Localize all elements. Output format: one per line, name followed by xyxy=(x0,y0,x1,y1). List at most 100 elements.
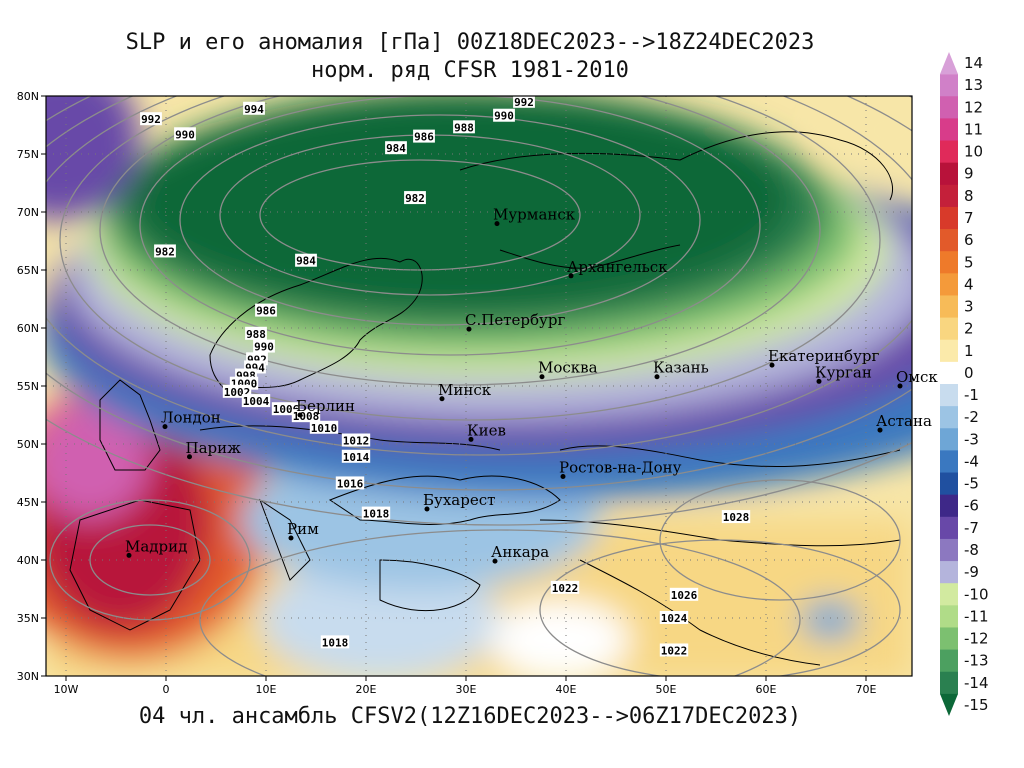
lat-tick-label: 45N xyxy=(17,496,39,509)
colorbar-label: -14 xyxy=(964,674,989,692)
isobar-label: 984 xyxy=(385,141,407,155)
colorbar-label: -10 xyxy=(964,585,989,603)
isobar-labels: 9929909889869849949929909829829849869889… xyxy=(140,96,751,657)
colorbar-label: 2 xyxy=(964,320,974,338)
colorbar-swatch xyxy=(940,649,958,673)
svg-text:1018: 1018 xyxy=(322,636,349,649)
city-markers: Мурманск Архангельск С.Петербург Москва Каза… xyxy=(125,206,938,564)
isobar-label: 992 xyxy=(513,96,535,109)
svg-text:1024: 1024 xyxy=(661,612,688,625)
svg-text:988: 988 xyxy=(246,328,266,341)
city-label: Екатеринбург xyxy=(768,347,879,365)
svg-text:1016: 1016 xyxy=(337,477,364,490)
city-marker: Мадрид xyxy=(125,537,187,558)
colorbar-label: 12 xyxy=(964,98,983,116)
lon-tick-label: 10W xyxy=(54,683,79,696)
lat-tick-label: 75N xyxy=(17,148,39,161)
city-label: Курган xyxy=(815,363,872,381)
svg-text:1028: 1028 xyxy=(723,511,750,524)
colorbar-swatch xyxy=(940,406,958,429)
isobar-label: 992 xyxy=(140,112,162,126)
lat-tick-label: 50N xyxy=(17,438,39,451)
isobar-label: 988 xyxy=(453,120,475,134)
city-label: Москва xyxy=(538,359,598,377)
city-marker: Омск xyxy=(896,368,938,389)
isobar-label: 1028 xyxy=(721,510,751,524)
longitude-axis: 10W 0 10E 20E 30E 40E 50E 60E 70E xyxy=(54,676,877,696)
city-marker: Лондон xyxy=(161,409,221,430)
lat-tick-label: 65N xyxy=(17,264,39,277)
city-label: Мурманск xyxy=(493,206,576,224)
colorbar-swatch xyxy=(940,74,958,97)
isobar-label: 986 xyxy=(413,129,435,144)
colorbar-swatch xyxy=(940,472,958,496)
colorbar-swatch xyxy=(940,361,958,385)
isobar-label: 990 xyxy=(493,108,515,123)
colorbar-swatch xyxy=(940,295,958,319)
city-label: Киев xyxy=(467,421,506,439)
colorbar-label: 11 xyxy=(964,120,983,138)
lat-tick-label: 35N xyxy=(17,612,39,625)
svg-text:990: 990 xyxy=(254,341,274,354)
colorbar-swatch xyxy=(940,162,958,186)
isobar-label: 1014 xyxy=(341,449,371,464)
svg-text:990: 990 xyxy=(494,110,514,123)
colorbar-label: 9 xyxy=(964,165,974,183)
isobar-label: 1024 xyxy=(659,611,689,625)
city-label: Астана xyxy=(876,412,932,430)
city-marker: Казань xyxy=(653,359,709,380)
lon-tick-label: 70E xyxy=(856,683,877,696)
chart-title: SLP и его аномалия [гПа] 00Z18DEC2023-->… xyxy=(125,30,815,55)
svg-text:988: 988 xyxy=(454,121,474,134)
colorbar-label: -3 xyxy=(964,430,979,448)
isobar-label: 1004 xyxy=(241,394,271,408)
city-marker: Мурманск xyxy=(493,206,576,227)
lat-tick-label: 80N xyxy=(17,90,39,103)
svg-text:1018: 1018 xyxy=(363,508,390,521)
lon-tick-label: 60E xyxy=(756,683,777,696)
svg-text:994: 994 xyxy=(244,103,264,116)
city-marker: Ростов-на-Дону xyxy=(559,458,682,479)
lon-tick-label: 50E xyxy=(656,683,677,696)
isobar-label: 1018 xyxy=(361,506,391,521)
isobar-label: 1018 xyxy=(320,635,350,649)
svg-text:984: 984 xyxy=(296,255,316,268)
city-label: Берлин xyxy=(296,397,355,415)
city-label: Лондон xyxy=(161,409,221,427)
colorbar-swatch xyxy=(940,339,958,363)
isobar-label: 986 xyxy=(255,303,277,318)
colorbar-label: -8 xyxy=(964,541,979,559)
colorbar-swatch xyxy=(940,693,958,716)
colorbar-label: -5 xyxy=(964,475,979,493)
svg-text:986: 986 xyxy=(414,131,434,144)
isobar-label: 1010 xyxy=(309,420,339,435)
city-label: С.Петербург xyxy=(465,311,565,329)
svg-text:986: 986 xyxy=(256,305,276,318)
isobar-label: 1022 xyxy=(550,580,580,595)
colorbar-swatch xyxy=(940,516,958,540)
isobar-label: 1012 xyxy=(341,433,371,448)
lat-tick-label: 30N xyxy=(17,670,39,683)
lat-tick-label: 70N xyxy=(17,206,39,219)
svg-text:1014: 1014 xyxy=(343,451,370,464)
city-marker: Анкара xyxy=(491,543,549,564)
colorbar-swatch xyxy=(940,96,958,119)
colorbar-label: -7 xyxy=(964,519,979,537)
colorbar-swatch xyxy=(940,384,958,407)
colorbar-label: 13 xyxy=(964,76,983,94)
isobar-label: 984 xyxy=(295,253,317,268)
colorbar-label: -13 xyxy=(964,652,989,670)
colorbar-label: -1 xyxy=(964,386,979,404)
city-label: Омск xyxy=(896,368,938,386)
city-marker: Берлин xyxy=(296,397,355,418)
svg-text:1010: 1010 xyxy=(311,422,338,435)
city-label: Париж xyxy=(186,439,242,457)
colorbar-swatch xyxy=(940,206,958,230)
latitude-axis: 80N 75N 70N 65N 60N 55N 50N 45N 40N 35N 30N xyxy=(17,90,46,683)
colorbar-label: 5 xyxy=(964,253,974,271)
colorbar-swatch xyxy=(940,140,958,164)
colorbar-label: -9 xyxy=(964,563,979,581)
city-marker: Рим xyxy=(287,520,319,541)
colorbar-swatch xyxy=(940,317,958,341)
